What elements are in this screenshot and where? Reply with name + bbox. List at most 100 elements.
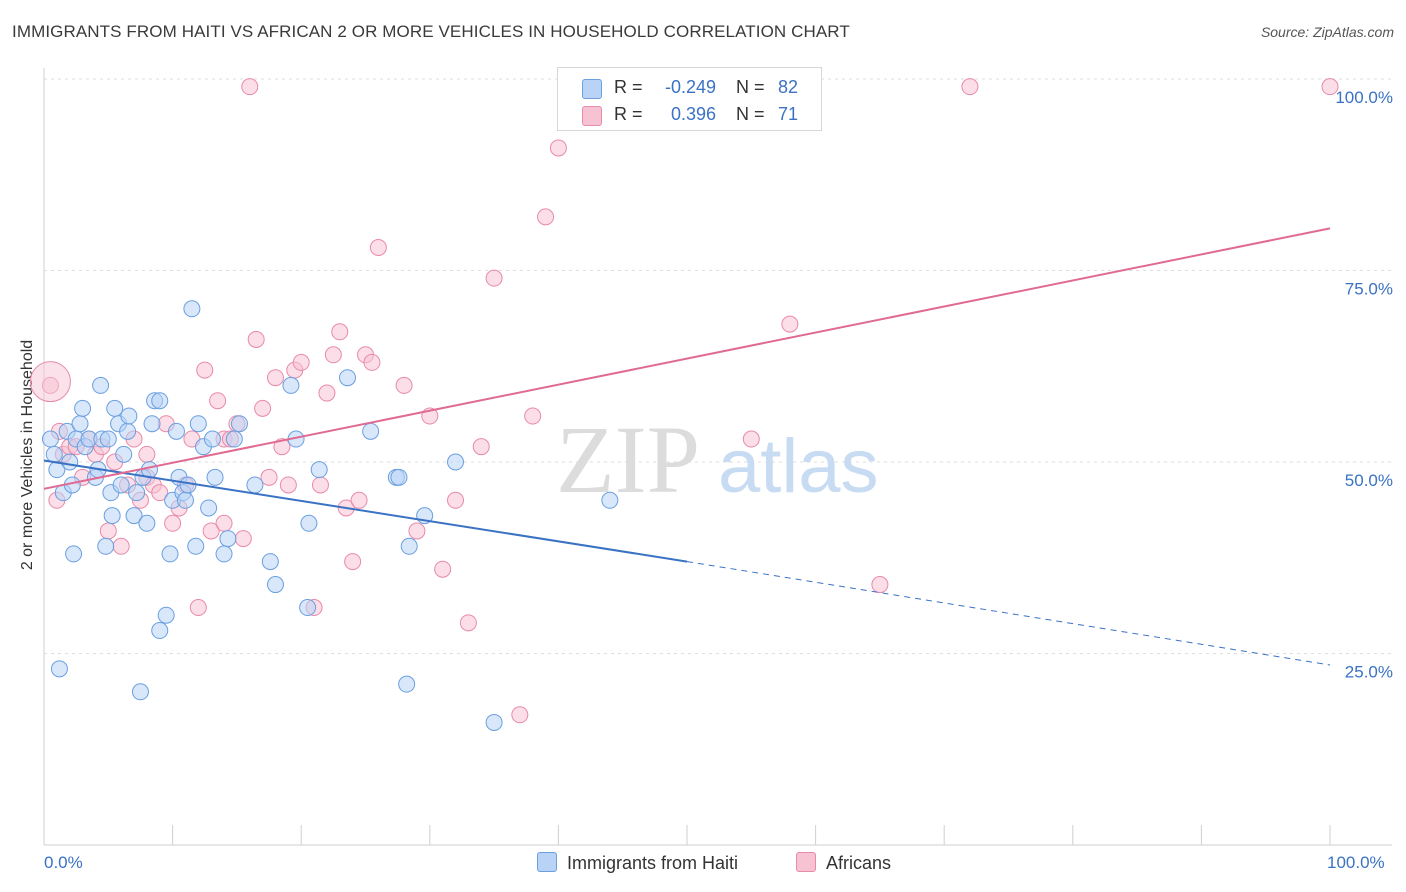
y-tick-labels: 25.0% 50.0% 75.0% 100.0% [1335,88,1393,682]
haiti-point [115,445,133,463]
watermark: ZIP atlas [556,406,879,513]
haiti-point [119,422,137,440]
africans-point [395,376,413,394]
haiti-point [151,622,169,640]
haiti-point [131,683,149,701]
haiti-point [61,453,79,471]
africans-point [99,522,117,540]
africans-point [459,614,477,632]
africans-point [196,361,214,379]
haiti-point [362,422,380,440]
africans-point [742,430,760,448]
haiti-point [485,713,503,731]
africans-point [549,139,567,157]
y-tick-label: 75.0% [1345,280,1393,299]
africans-point [234,530,252,548]
haiti-point [128,484,146,502]
haiti-point [310,461,328,479]
africans-point [369,239,387,257]
haiti-point [99,430,117,448]
africans-point [434,560,452,578]
haiti-point [74,399,92,417]
haiti-point [261,553,279,571]
haiti-point [45,445,63,463]
africans-point [151,484,169,502]
chart-title: IMMIGRANTS FROM HAITI VS AFRICAN 2 OR MO… [12,22,850,41]
africans-point [279,476,297,494]
haiti-trend-line [43,459,688,563]
bottom-legend-africans: Africans [796,852,891,874]
legend-n-label: N = [736,77,765,97]
haiti-point [138,514,156,532]
haiti-point [338,369,356,387]
haiti-point [112,476,130,494]
africans-point [215,514,233,532]
africans-point [871,576,889,594]
africans-point [292,353,310,371]
trend-lines [43,227,1331,666]
watermark-atlas: atlas [718,424,879,509]
x-tick-max: 100.0% [1327,853,1385,872]
africans-point [260,468,278,486]
africans-points [29,78,1339,724]
haiti-point [151,392,169,410]
africans-point [524,407,542,425]
haiti-point [282,376,300,394]
africans-point [408,522,426,540]
africans-point [318,384,336,402]
haiti-point [50,660,68,678]
africans-point [254,399,272,417]
haiti-point [125,507,143,525]
haiti-point [183,300,201,318]
africans-point [138,445,156,463]
africans-point [29,361,71,403]
haiti-point [176,491,194,509]
y-tick-label: 100.0% [1335,88,1393,107]
haiti-point [161,545,179,563]
legend-r-label: R = [614,104,643,124]
africans-point [1321,78,1339,96]
haiti-point [219,530,237,548]
haiti-point [400,537,418,555]
haiti-point [230,415,248,433]
haiti-point [65,545,83,563]
africans-point [344,553,362,571]
y-tick-label: 25.0% [1345,663,1393,682]
africans-trend-line [43,227,1331,490]
haiti-legend-swatch [537,852,557,872]
africans-point [472,438,490,456]
africans-point [961,78,979,96]
haiti-point [300,514,318,532]
haiti-point [246,476,264,494]
africans-point [331,323,349,341]
africans-swatch [582,106,602,126]
haiti-legend-label: Immigrants from Haiti [567,853,739,873]
africans-legend-label: Africans [826,853,892,873]
africans-point [164,514,182,532]
africans-point [273,438,291,456]
haiti-points [41,300,619,731]
axes [43,68,1392,846]
haiti-point [71,415,89,433]
legend-r-value-africans: 0.396 [670,104,716,124]
watermark-zip: ZIP [556,406,700,513]
y-tick-label: 50.0% [1345,471,1393,490]
africans-legend-swatch [796,852,816,872]
haiti-point [41,430,59,448]
haiti-point [390,468,408,486]
africans-point [266,369,284,387]
africans-point [485,269,503,287]
legend-r-label: R = [614,77,643,97]
africans-point [781,315,799,333]
haiti-point [447,453,465,471]
haiti-point [203,430,221,448]
haiti-point [189,415,207,433]
haiti-point [225,430,243,448]
haiti-point [187,537,205,555]
legend-n-label: N = [736,104,765,124]
haiti-trend-extension [686,561,1331,666]
africans-point [202,522,220,540]
haiti-point [92,376,110,394]
haiti-point [398,675,416,693]
